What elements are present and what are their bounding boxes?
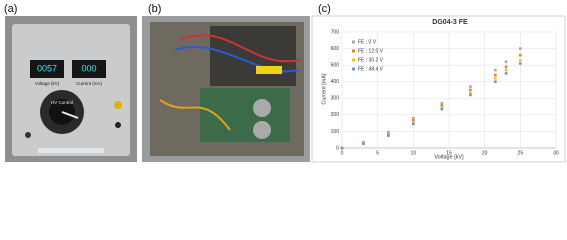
x-tick-label: 20 — [482, 150, 488, 156]
y-tick-label: 200 — [331, 112, 340, 118]
y-tick-label: 700 — [331, 29, 340, 35]
point — [412, 116, 415, 120]
point — [504, 72, 508, 75]
point — [412, 121, 415, 124]
point — [412, 122, 415, 126]
legend-swatch — [352, 40, 355, 44]
point — [519, 53, 522, 57]
y-tick-label: 500 — [331, 62, 340, 68]
legend-label: FE : 12.0 V — [358, 48, 384, 54]
point — [519, 47, 522, 50]
knob-label: HV Control — [51, 100, 73, 105]
point — [494, 77, 497, 80]
point — [440, 104, 444, 108]
point — [469, 92, 472, 95]
point — [494, 68, 497, 72]
point — [519, 58, 522, 62]
chart: DG04-3 FE Current [mA] Voltage [kV] 0100… — [321, 19, 559, 161]
point — [504, 68, 508, 72]
legend-label: FE : 30.2 V — [358, 57, 384, 63]
point — [387, 134, 390, 137]
panel-label: (b) — [148, 3, 161, 15]
figure: (a) (b) (c) 0057 000 Voltage (kV) Curren… — [4, 3, 566, 163]
y-tick-label: 400 — [331, 79, 340, 85]
chart-title: DG04-3 FE — [432, 19, 468, 26]
x-tick-label: 5 — [376, 150, 379, 156]
point — [412, 119, 415, 122]
point — [504, 65, 508, 69]
legend-swatch — [352, 49, 355, 53]
y-axis-label: Current [mA] — [321, 73, 327, 105]
point — [494, 80, 497, 84]
panel-label: (a) — [4, 3, 17, 15]
voltage-caption: Voltage (kV) — [35, 81, 60, 86]
y-tick-label: 300 — [331, 96, 340, 102]
legend-swatch — [352, 67, 355, 71]
legend-label: FE : 48.4 V — [358, 66, 384, 72]
photo-a: 0057 000 Voltage (kV) Current (mA) HV Co… — [5, 16, 137, 162]
point — [340, 146, 344, 150]
point — [494, 73, 497, 77]
point — [504, 60, 508, 64]
x-axis-label: Voltage [kV] — [434, 154, 464, 160]
point — [362, 142, 365, 146]
point — [469, 88, 472, 92]
panel-label: (c) — [318, 3, 331, 15]
point — [440, 101, 444, 105]
legend-swatch — [352, 58, 355, 62]
point — [440, 106, 444, 109]
display-voltage: 0057 — [37, 63, 57, 73]
y-tick-label: 0 — [336, 145, 339, 151]
x-tick-label: 15 — [446, 150, 452, 156]
photo-b — [142, 16, 310, 162]
x-tick-label: 30 — [553, 150, 559, 156]
display-current: 000 — [81, 63, 96, 73]
x-tick-label: 0 — [341, 150, 344, 156]
point — [519, 62, 522, 65]
x-tick-label: 10 — [411, 150, 417, 156]
x-tick-label: 25 — [518, 150, 524, 156]
legend-label: FE : 0 V — [358, 39, 377, 45]
point — [469, 85, 472, 88]
chart-frame — [311, 15, 566, 163]
y-tick-label: 600 — [331, 46, 340, 52]
y-tick-label: 100 — [331, 129, 340, 135]
current-caption: Current (mA) — [76, 81, 103, 86]
point — [387, 130, 390, 134]
point — [469, 93, 472, 97]
point — [440, 107, 444, 111]
